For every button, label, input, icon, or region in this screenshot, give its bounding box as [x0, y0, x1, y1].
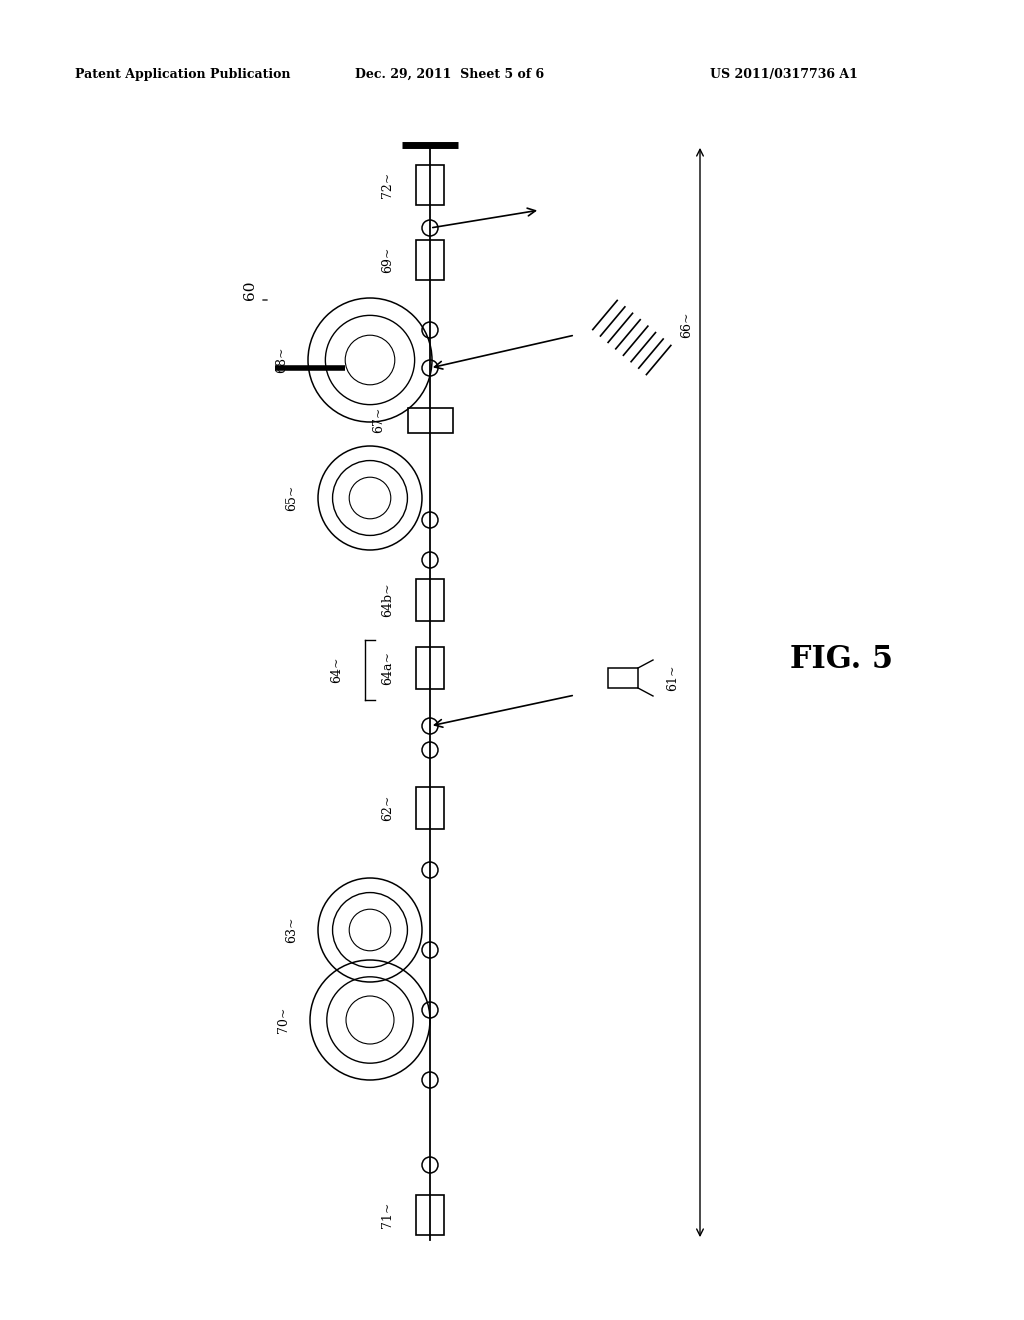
- Text: 72~: 72~: [381, 172, 394, 198]
- Text: 68~: 68~: [275, 347, 288, 374]
- Text: 64b~: 64b~: [381, 582, 394, 618]
- Text: 61~: 61~: [666, 665, 679, 692]
- Bar: [608, 668, 638, 688]
- Text: 70~: 70~: [278, 1007, 290, 1034]
- Text: 64a~: 64a~: [381, 651, 394, 685]
- Bar: [416, 647, 444, 689]
- Text: 65~: 65~: [285, 484, 298, 511]
- Text: 62~: 62~: [381, 795, 394, 821]
- Bar: [408, 408, 453, 433]
- Bar: [416, 165, 444, 205]
- Text: 69~: 69~: [381, 247, 394, 273]
- Text: US 2011/0317736 A1: US 2011/0317736 A1: [710, 69, 858, 81]
- Text: 63~: 63~: [285, 917, 298, 944]
- Bar: [416, 240, 444, 280]
- Bar: [416, 579, 444, 620]
- Text: FIG. 5: FIG. 5: [790, 644, 893, 676]
- Text: Dec. 29, 2011  Sheet 5 of 6: Dec. 29, 2011 Sheet 5 of 6: [355, 69, 544, 81]
- Bar: [416, 787, 444, 829]
- Text: 60: 60: [243, 280, 257, 300]
- Text: Patent Application Publication: Patent Application Publication: [75, 69, 291, 81]
- Text: 64~: 64~: [330, 657, 343, 684]
- Text: 67~: 67~: [373, 407, 385, 433]
- Text: 71~: 71~: [381, 1201, 394, 1228]
- Bar: [416, 1195, 444, 1236]
- Text: 66~: 66~: [680, 312, 693, 338]
